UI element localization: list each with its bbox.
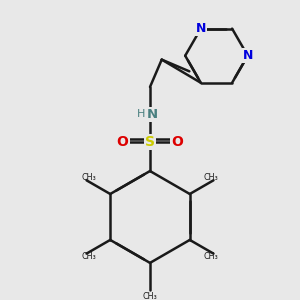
Text: CH₃: CH₃ [81,252,96,261]
Text: N: N [146,108,158,121]
Text: O: O [117,135,129,149]
Text: CH₃: CH₃ [81,173,96,182]
Text: O: O [171,135,183,149]
Text: S: S [145,135,155,149]
Text: N: N [196,22,206,35]
Text: CH₃: CH₃ [204,173,219,182]
Text: CH₃: CH₃ [204,252,219,261]
Text: CH₃: CH₃ [142,292,158,300]
Text: H: H [137,109,146,119]
Text: N: N [242,49,253,62]
